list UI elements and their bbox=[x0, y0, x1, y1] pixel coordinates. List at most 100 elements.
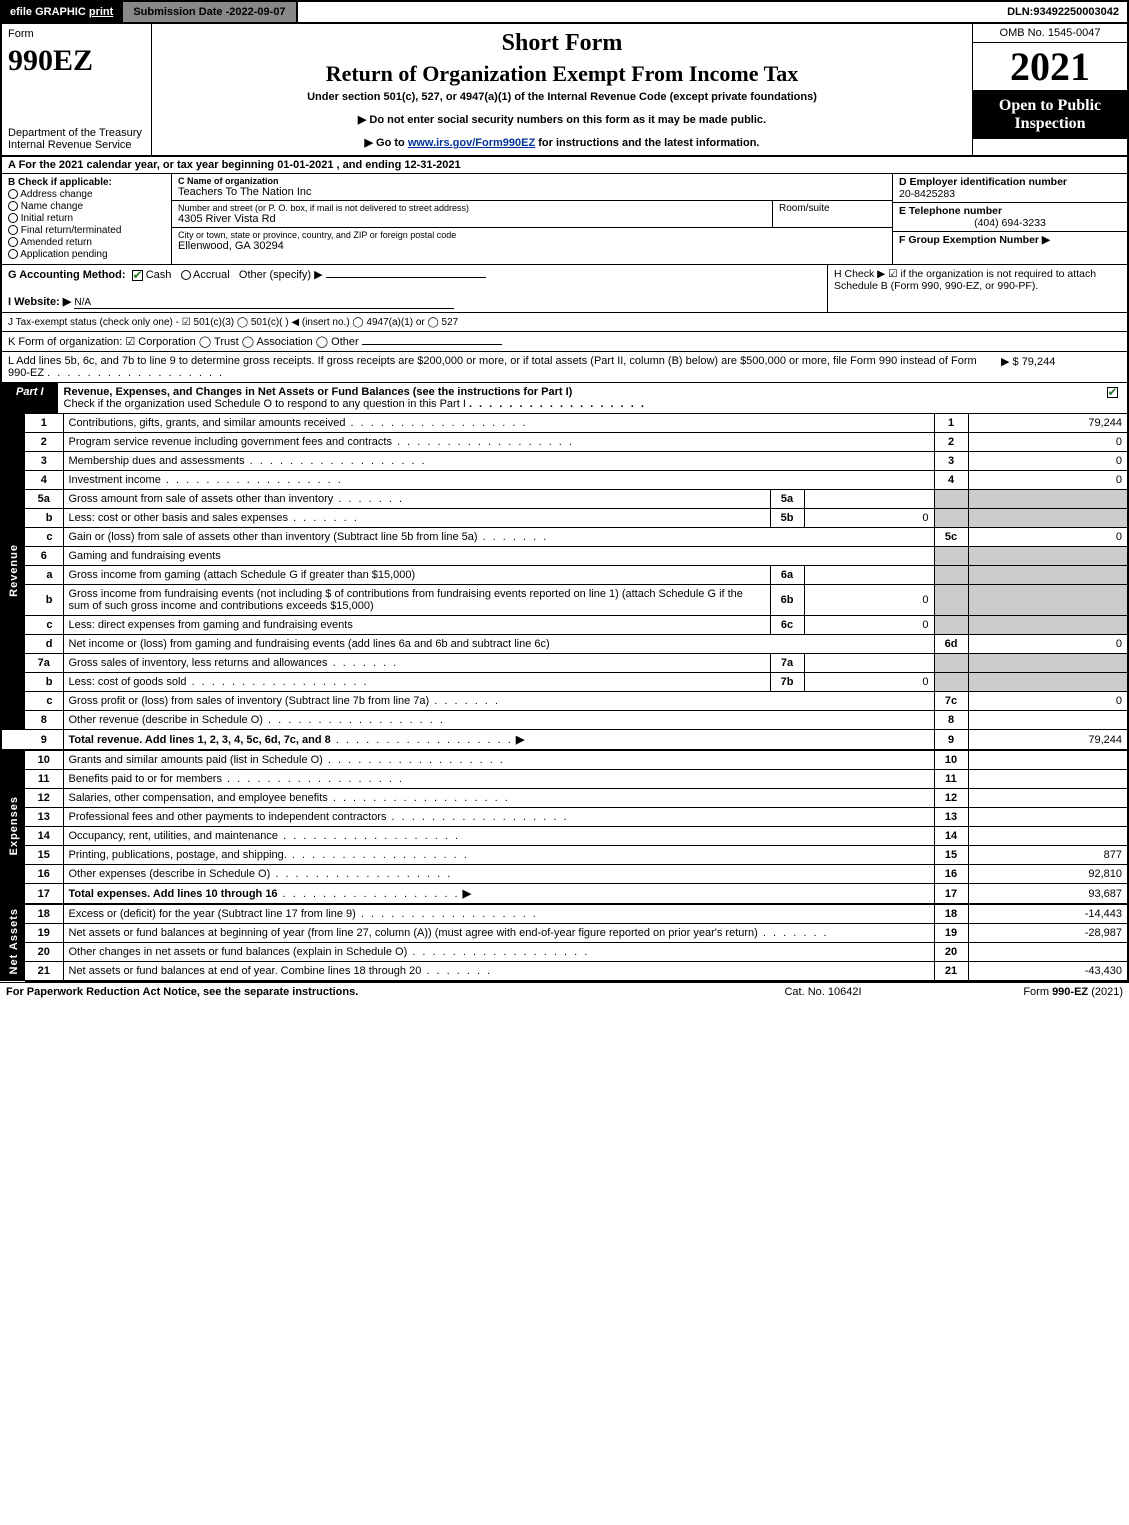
dln-label: DLN: bbox=[1007, 6, 1033, 18]
department: Department of the Treasury Internal Reve… bbox=[8, 127, 145, 151]
phone-value: (404) 694-3233 bbox=[899, 217, 1121, 229]
val-1: 79,244 bbox=[968, 414, 1128, 433]
row-4: 4 Investment income 4 0 bbox=[1, 471, 1128, 490]
val-9: 79,244 bbox=[968, 730, 1128, 751]
submission-date: Submission Date - 2022-09-07 bbox=[121, 2, 297, 22]
form-number: 990EZ bbox=[8, 44, 145, 78]
row-7b: b Less: cost of goods sold 7b 0 bbox=[1, 673, 1128, 692]
website-value: N/A bbox=[74, 297, 454, 309]
print-link[interactable]: print bbox=[89, 6, 113, 18]
row-6a: a Gross income from gaming (attach Sched… bbox=[1, 566, 1128, 585]
opt-amended-return[interactable]: Amended return bbox=[8, 237, 165, 248]
box-f: F Group Exemption Number ▶ bbox=[893, 232, 1127, 264]
notice-ssn: ▶ Do not enter social security numbers o… bbox=[162, 113, 962, 126]
accrual-radio[interactable] bbox=[181, 270, 191, 280]
expenses-sidelabel: Expenses bbox=[1, 750, 25, 904]
cash-checkbox[interactable] bbox=[132, 270, 143, 281]
room-label: Room/suite bbox=[779, 203, 830, 214]
city-cell: City or town, state or province, country… bbox=[172, 228, 892, 264]
subdate-value: 2022-09-07 bbox=[229, 6, 285, 18]
footer-left: For Paperwork Reduction Act Notice, see … bbox=[6, 986, 723, 998]
val-2: 0 bbox=[968, 433, 1128, 452]
val-8 bbox=[968, 711, 1128, 730]
box-b: B Check if applicable: Address change Na… bbox=[2, 174, 172, 264]
revenue-sidelabel: Revenue bbox=[1, 414, 25, 730]
opt-address-change[interactable]: Address change bbox=[8, 189, 165, 200]
org-name-label: C Name of organization bbox=[178, 176, 886, 186]
row-8: 8 Other revenue (describe in Schedule O)… bbox=[1, 711, 1128, 730]
row-16: 16 Other expenses (describe in Schedule … bbox=[1, 865, 1128, 884]
part-1-checkbox[interactable] bbox=[1097, 383, 1127, 413]
val-15: 877 bbox=[968, 846, 1128, 865]
val-4: 0 bbox=[968, 471, 1128, 490]
header-left: Form 990EZ Department of the Treasury In… bbox=[2, 24, 152, 155]
val-16: 92,810 bbox=[968, 865, 1128, 884]
box-d: D Employer identification number 20-8425… bbox=[893, 174, 1127, 203]
row-18: Net Assets 18 Excess or (deficit) for th… bbox=[1, 904, 1128, 924]
efile-label: efile GRAPHIC print bbox=[2, 2, 121, 22]
subdate-label: Submission Date - bbox=[133, 6, 229, 18]
topbar-spacer bbox=[298, 2, 1000, 22]
line-k: K Form of organization: ☑ Corporation ◯ … bbox=[0, 332, 1129, 352]
form-label: Form bbox=[8, 28, 145, 40]
header-center: Short Form Return of Organization Exempt… bbox=[152, 24, 972, 155]
val-6d: 0 bbox=[968, 635, 1128, 654]
val-17: 93,687 bbox=[968, 884, 1128, 905]
row-7a: 7a Gross sales of inventory, less return… bbox=[1, 654, 1128, 673]
line-k-text: K Form of organization: ☑ Corporation ◯ … bbox=[8, 336, 359, 348]
val-5c: 0 bbox=[968, 528, 1128, 547]
part-1-label: Part I bbox=[2, 383, 58, 413]
val-7c: 0 bbox=[968, 692, 1128, 711]
opt-application-pending[interactable]: Application pending bbox=[8, 249, 165, 260]
tax-year: 2021 bbox=[973, 43, 1127, 90]
address-row: Number and street (or P. O. box, if mail… bbox=[172, 201, 892, 228]
line-l-amount: ▶ $ 79,244 bbox=[1001, 355, 1121, 379]
row-6: 6 Gaming and fundraising events bbox=[1, 547, 1128, 566]
org-name: Teachers To The Nation Inc bbox=[178, 186, 886, 198]
netassets-sidelabel: Net Assets bbox=[1, 904, 25, 981]
city-value: Ellenwood, GA 30294 bbox=[178, 240, 886, 252]
main-title: Return of Organization Exempt From Incom… bbox=[162, 61, 962, 87]
row-12: 12 Salaries, other compensation, and emp… bbox=[1, 789, 1128, 808]
other-org-input[interactable] bbox=[362, 344, 502, 345]
block-bcdef: B Check if applicable: Address change Na… bbox=[0, 174, 1129, 265]
part-1-check-били: Check if the organization used Schedule … bbox=[64, 398, 466, 410]
row-5b: b Less: cost or other basis and sales ex… bbox=[1, 509, 1128, 528]
row-6c: c Less: direct expenses from gaming and … bbox=[1, 616, 1128, 635]
city-label: City or town, state or province, country… bbox=[178, 230, 886, 240]
omb-number: OMB No. 1545-0047 bbox=[973, 24, 1127, 43]
row-15: 15 Printing, publications, postage, and … bbox=[1, 846, 1128, 865]
address-label: Number and street (or P. O. box, if mail… bbox=[178, 203, 766, 213]
irs-link[interactable]: www.irs.gov/Form990EZ bbox=[408, 137, 535, 149]
part-1-table: Revenue 1 Contributions, gifts, grants, … bbox=[0, 414, 1129, 982]
val-3: 0 bbox=[968, 452, 1128, 471]
short-form-title: Short Form bbox=[162, 30, 962, 57]
notice-goto-suffix: for instructions and the latest informat… bbox=[538, 137, 759, 149]
address-cell: Number and street (or P. O. box, if mail… bbox=[172, 201, 772, 227]
other-specify-input[interactable] bbox=[326, 277, 486, 278]
row-7c: c Gross profit or (loss) from sales of i… bbox=[1, 692, 1128, 711]
opt-name-change[interactable]: Name change bbox=[8, 201, 165, 212]
val-21: -43,430 bbox=[968, 962, 1128, 982]
header-right: OMB No. 1545-0047 2021 Open to Public In… bbox=[972, 24, 1127, 155]
subtitle: Under section 501(c), 527, or 4947(a)(1)… bbox=[162, 91, 962, 103]
row-20: 20 Other changes in net assets or fund b… bbox=[1, 943, 1128, 962]
val-19: -28,987 bbox=[968, 924, 1128, 943]
phone-label: E Telephone number bbox=[899, 205, 1002, 217]
opt-final-return[interactable]: Final return/terminated bbox=[8, 225, 165, 236]
open-to-public: Open to Public Inspection bbox=[973, 90, 1127, 139]
address-value: 4305 River Vista Rd bbox=[178, 213, 766, 225]
row-6b: b Gross income from fundraising events (… bbox=[1, 585, 1128, 616]
row-5c: c Gain or (loss) from sale of assets oth… bbox=[1, 528, 1128, 547]
opt-initial-return[interactable]: Initial return bbox=[8, 213, 165, 224]
part-1-header: Part I Revenue, Expenses, and Changes in… bbox=[0, 383, 1129, 414]
footer-right: Form 990-EZ (2021) bbox=[923, 986, 1123, 998]
line-a: A For the 2021 calendar year, or tax yea… bbox=[0, 157, 1129, 174]
website-label: I Website: ▶ bbox=[8, 296, 71, 308]
line-l-text: L Add lines 5b, 6c, and 7b to line 9 to … bbox=[8, 355, 1001, 379]
row-2: 2 Program service revenue including gove… bbox=[1, 433, 1128, 452]
row-13: 13 Professional fees and other payments … bbox=[1, 808, 1128, 827]
box-c: C Name of organization Teachers To The N… bbox=[172, 174, 892, 264]
row-6d: d Net income or (loss) from gaming and f… bbox=[1, 635, 1128, 654]
val-18: -14,443 bbox=[968, 904, 1128, 924]
